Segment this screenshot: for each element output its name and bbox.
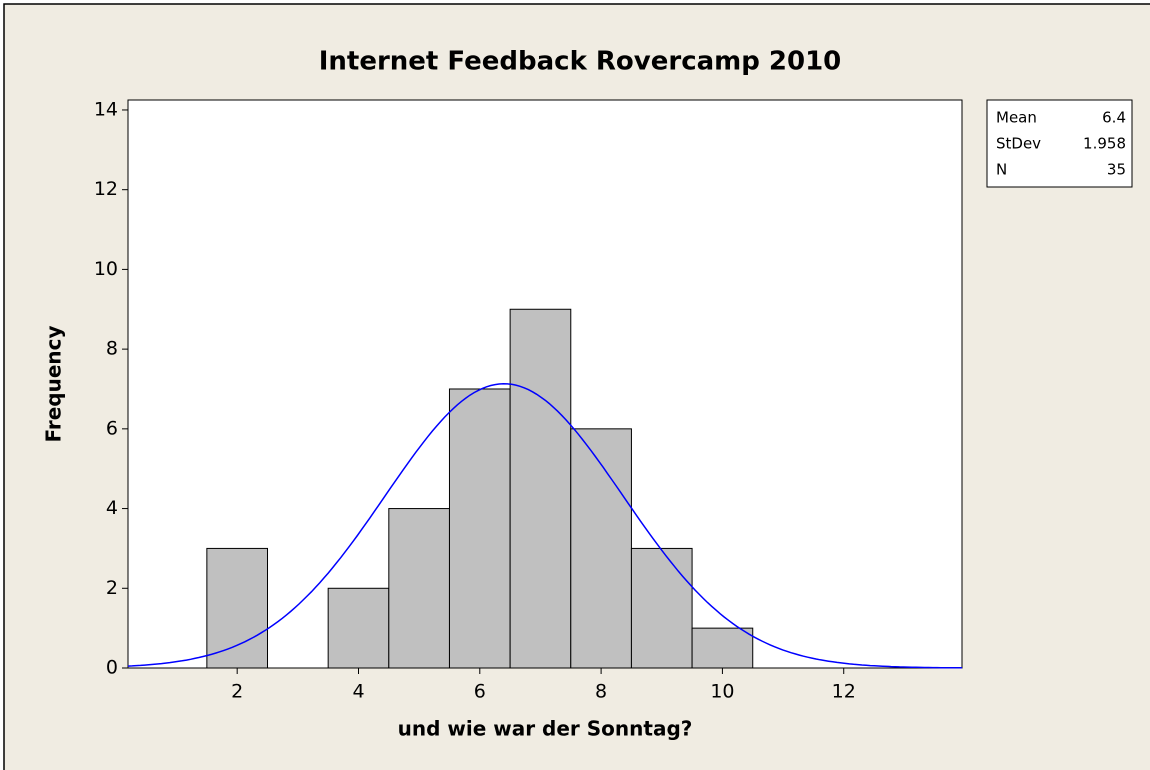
y-axis-label: Frequency	[42, 325, 66, 442]
bar	[509, 308, 572, 669]
y-tick-label: 2	[106, 577, 118, 599]
stat-label: StDev	[996, 135, 1041, 153]
y-tick-label: 4	[106, 497, 118, 519]
x-tick-label: 2	[231, 681, 243, 703]
stats-box	[986, 99, 1133, 188]
x-tick-label: 10	[710, 681, 734, 703]
x-tick-label: 8	[595, 681, 607, 703]
stat-label: N	[996, 161, 1007, 179]
bar	[206, 547, 269, 669]
stat-value: 1.958	[1083, 135, 1126, 153]
bar	[327, 587, 390, 669]
stat-value: 35	[1107, 161, 1126, 179]
stat-label: Mean	[996, 109, 1037, 127]
y-tick-label: 10	[94, 258, 118, 280]
y-tick-label: 14	[94, 98, 118, 120]
y-tick-label: 6	[106, 417, 118, 439]
x-tick-label: 4	[352, 681, 364, 703]
chart-title: Internet Feedback Rovercamp 2010	[319, 47, 842, 77]
bar	[630, 547, 693, 669]
x-axis-label: und wie war der Sonntag?	[398, 717, 693, 741]
bar	[388, 508, 450, 669]
stat-value: 6.4	[1102, 109, 1126, 127]
bar	[448, 388, 511, 669]
x-tick-label: 6	[474, 681, 486, 703]
bar	[691, 627, 754, 669]
y-tick-label: 0	[106, 657, 118, 679]
y-tick-label: 12	[94, 178, 118, 200]
x-tick-label: 12	[832, 681, 856, 703]
bar	[570, 428, 632, 669]
y-tick-label: 8	[106, 338, 118, 360]
normal-curve	[127, 383, 962, 669]
